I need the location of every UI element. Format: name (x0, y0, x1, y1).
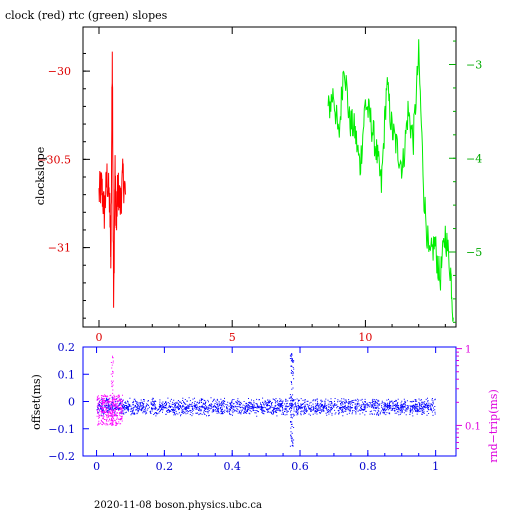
bottom-chart-ylabel: offset(ms) (30, 374, 43, 430)
rtc-slope-line (327, 39, 454, 322)
bottom-axes-group: 0 0.2 0.4 0.6 0.8 1 0.2 0.1 0 −0.1 −0.2 1 0.1 (48, 341, 481, 473)
top-x-tick-label: 0 (95, 331, 102, 344)
top-yright-tick-label: −4 (466, 152, 482, 165)
bottom-x-tick-label: 0.2 (156, 460, 174, 473)
bottom-chart-ylabel-right: rnd−trip(ms) (487, 389, 500, 463)
bottom-yleft-tick-label: −0.1 (48, 423, 75, 436)
bottom-series-group (96, 353, 436, 447)
clock-slope-line (98, 51, 127, 308)
top-yright-tick-label: −5 (466, 246, 482, 259)
top-chart-title: clock (red) rtc (green) slopes (5, 9, 168, 22)
top-yleft-tick-label: −30 (48, 65, 71, 78)
bottom-x-tick-label: 0.8 (359, 460, 377, 473)
bottom-yleft-tick-label: −0.2 (48, 450, 75, 463)
bottom-x-tick-label: 0 (93, 460, 100, 473)
bottom-x-tick-label: 1 (432, 460, 439, 473)
offset-points (96, 353, 436, 447)
top-chart-ylabel: clockslope (34, 147, 47, 205)
top-yright-tick-label: −3 (466, 59, 482, 72)
top-yleft-tick-label: −30.5 (37, 153, 71, 166)
top-series-group (98, 39, 454, 322)
bottom-yleft-tick-label: 0.2 (58, 341, 76, 354)
bottom-yleft-tick-label: 0.1 (58, 368, 76, 381)
top-yleft-tick-label: −31 (48, 242, 71, 255)
top-plot-frame (82, 26, 457, 328)
bottom-x-tick-label: 0.4 (223, 460, 241, 473)
bottom-yright-tick-label: 0.1 (465, 421, 481, 432)
roundtrip-points (96, 355, 123, 426)
top-axes-group: 0 5 10 −30 −30.5 −31 −3 −4 −5 (37, 27, 482, 344)
bottom-yright-tick-label: 1 (465, 345, 471, 356)
bottom-yleft-tick-label: 0 (68, 396, 75, 409)
top-x-tick-label: 5 (229, 331, 236, 344)
top-x-tick-label: 10 (358, 331, 372, 344)
footer-text: 2020-11-08 boson.physics.ubc.ca (94, 500, 262, 511)
bottom-x-tick-label: 0.6 (291, 460, 309, 473)
